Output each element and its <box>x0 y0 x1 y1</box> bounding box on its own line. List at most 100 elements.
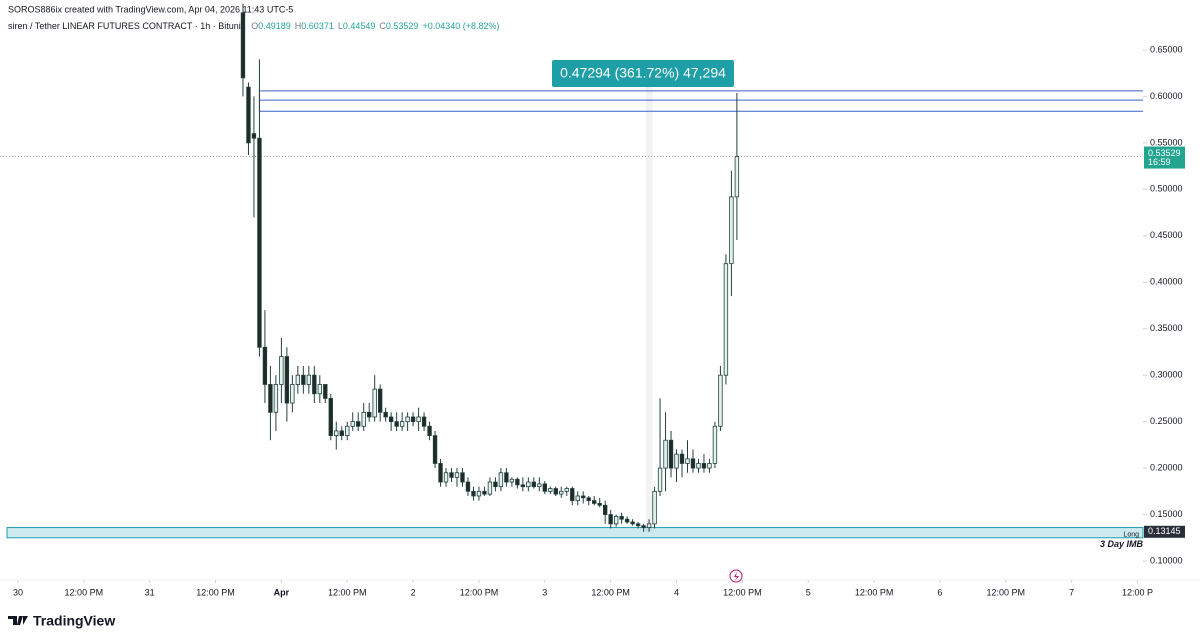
candle-body <box>312 374 317 395</box>
low-price-tag <box>1144 525 1185 538</box>
x-tick-label: 5 <box>806 587 811 597</box>
candle-body <box>268 384 273 413</box>
x-tick-label: 12:00 PM <box>723 587 762 597</box>
brand-logo: TradingView <box>8 613 115 629</box>
candle-body <box>515 478 520 486</box>
ohlc-value: 0.60371 <box>301 21 334 31</box>
ohlc-label: H <box>295 21 302 31</box>
candle-body <box>251 133 257 139</box>
low-price-label: 0.13145 <box>1148 526 1181 536</box>
brand-icon <box>8 616 28 625</box>
candle-body <box>421 416 427 427</box>
candle-body <box>520 484 526 488</box>
candle-body <box>493 481 498 488</box>
candle-body <box>663 439 668 469</box>
candle-body <box>334 430 339 436</box>
y-tick-label: 0.15000 <box>1150 509 1183 519</box>
candle-body <box>388 416 394 423</box>
measure-box <box>552 60 734 87</box>
change: +0.04340 (+8.82%) <box>422 21 499 31</box>
measure-band <box>645 87 653 532</box>
candle-body <box>356 421 361 427</box>
ohlc-value: 0.53529 <box>386 21 419 31</box>
candle-body <box>619 516 624 520</box>
candle-body <box>542 483 547 492</box>
candle-body <box>635 523 641 527</box>
candle-body <box>526 481 531 488</box>
candle-body <box>306 374 312 385</box>
candle-body <box>301 374 306 385</box>
candle-body <box>701 463 707 469</box>
x-tick-label: 12:00 PM <box>855 587 894 597</box>
candle-body <box>339 430 344 436</box>
candle-body <box>383 411 388 418</box>
countdown: 16:59 <box>1148 157 1171 167</box>
last-price-label: 0.53529 <box>1148 148 1181 158</box>
candle-body <box>608 514 613 525</box>
candle-body <box>279 356 284 385</box>
candle-body <box>246 86 251 144</box>
candle-body <box>690 458 696 469</box>
candle-body <box>729 196 734 265</box>
zone-label: Long <box>1123 531 1139 538</box>
x-tick-label: 12:00 PM <box>460 587 499 597</box>
ohlc-label: C <box>379 21 386 31</box>
candle-body <box>323 384 328 399</box>
y-tick-label: 0.10000 <box>1150 555 1183 565</box>
candle-body <box>317 384 322 395</box>
candle-body <box>564 488 569 492</box>
candle-body <box>405 416 410 423</box>
x-tick-label: 4 <box>674 587 679 597</box>
x-tick-label: 12:00 PM <box>196 587 235 597</box>
x-tick-label: 6 <box>937 587 942 597</box>
candle-body <box>471 490 476 497</box>
candle-body <box>553 488 558 495</box>
candle-body <box>394 421 399 427</box>
candle-body <box>240 12 246 79</box>
candle-body <box>723 263 729 376</box>
x-tick-label: 30 <box>13 587 23 597</box>
candle-body <box>624 518 630 523</box>
candle-body <box>613 516 619 525</box>
candle-body <box>273 384 279 413</box>
x-tick-label: 12:00 PM <box>987 587 1026 597</box>
candle-body <box>712 425 718 464</box>
event-icon <box>734 572 739 581</box>
candle-body <box>438 463 443 483</box>
y-tick-label: 0.30000 <box>1150 370 1183 380</box>
candle-body <box>449 472 454 478</box>
legend: siren / Tether LINEAR FUTURES CONTRACT ·… <box>8 21 500 31</box>
candle-body <box>646 523 652 528</box>
candle-body <box>548 488 553 492</box>
candle-body <box>696 463 701 469</box>
candle-body <box>575 495 580 502</box>
x-tick-label: 2 <box>411 587 416 597</box>
candle-body <box>581 495 586 499</box>
candle-body <box>537 483 542 488</box>
candle-body <box>718 374 723 427</box>
zone-label: 3 Day IMB <box>1100 539 1144 549</box>
candle-body <box>361 411 366 427</box>
candle-body <box>482 490 487 495</box>
candle-body <box>531 481 537 488</box>
candle-body <box>630 521 635 525</box>
x-tick-label: 7 <box>1069 587 1074 597</box>
candle-body <box>443 472 449 483</box>
candle-body <box>410 416 416 423</box>
candle-body <box>657 467 663 492</box>
measure-label: 0.47294 (361.72%) 47,294 <box>560 65 726 81</box>
y-tick-label: 0.65000 <box>1150 44 1183 54</box>
candle-body <box>345 425 350 436</box>
candle-body <box>460 472 465 483</box>
candle-body <box>559 490 564 495</box>
imbalance-zone <box>6 527 1144 539</box>
candle-body <box>350 421 355 427</box>
candle-body <box>586 497 591 502</box>
candle-body <box>367 411 372 418</box>
y-tick-label: 0.60000 <box>1150 91 1183 101</box>
candle-body <box>465 481 471 492</box>
candle-body <box>432 435 438 464</box>
candle-body <box>476 490 482 497</box>
candle-body <box>487 481 493 495</box>
